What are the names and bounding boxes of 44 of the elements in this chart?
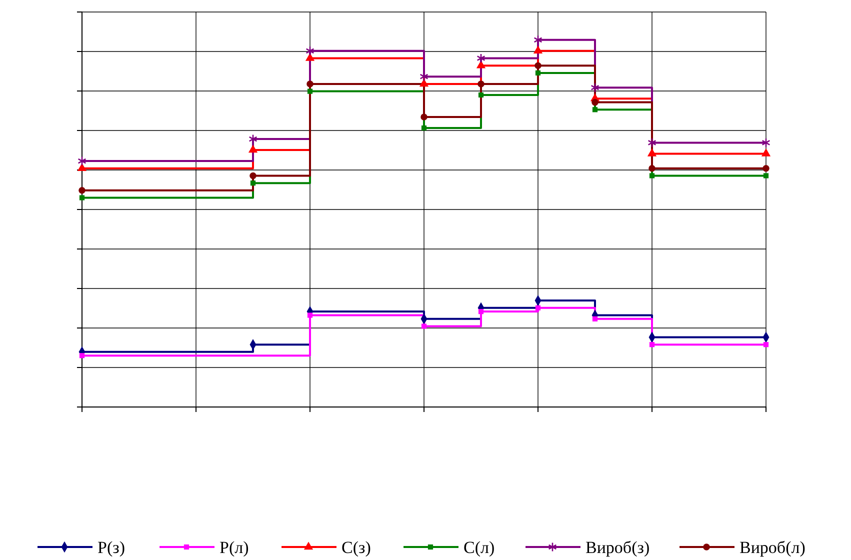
point [761,148,771,156]
point [762,165,770,172]
point [592,316,598,322]
point [476,53,486,64]
legend-label: C(л) [464,538,495,557]
point [420,114,428,120]
point [307,312,313,318]
point [592,107,598,112]
point [478,92,484,98]
point [534,62,542,69]
legend-label: Вироб(з) [586,538,650,557]
point [763,342,769,348]
point [78,187,86,194]
point [533,46,543,54]
legend-label: P(з) [98,538,125,557]
point [250,180,256,186]
point [248,144,258,153]
point [79,353,85,358]
point [78,156,86,166]
point [307,88,313,94]
legend-label: C(з) [342,538,371,557]
point [648,138,656,148]
point [535,70,541,76]
point [762,138,770,148]
point [79,195,85,200]
point [763,173,769,178]
point [649,173,655,178]
point [305,52,315,61]
point [592,98,598,106]
legend-label: Вироб(л) [740,538,806,557]
point [535,305,541,310]
point [306,46,314,56]
point [421,324,427,329]
point [648,165,656,172]
point [250,172,256,180]
point [306,80,314,88]
point [647,148,657,156]
point [421,125,427,131]
point [476,60,486,68]
point [478,80,484,88]
legend-label: P(л) [220,538,249,557]
point [478,309,484,314]
point [590,82,600,93]
point [649,342,655,348]
